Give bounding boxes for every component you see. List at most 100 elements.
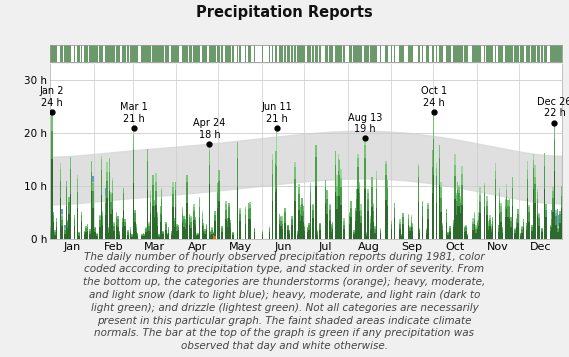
Bar <box>149 231 150 239</box>
Bar <box>427 219 429 239</box>
Bar <box>275 45 276 62</box>
Bar <box>442 230 443 239</box>
Bar <box>478 212 480 216</box>
Bar <box>419 230 420 233</box>
Bar <box>374 227 376 228</box>
Bar <box>356 198 357 211</box>
Bar <box>523 222 524 227</box>
Bar <box>450 232 451 239</box>
Bar <box>50 228 51 229</box>
Bar <box>340 169 342 178</box>
Bar <box>221 232 222 239</box>
Bar <box>269 229 270 232</box>
Bar <box>412 223 414 224</box>
Bar <box>405 45 406 62</box>
Bar <box>486 201 488 206</box>
Bar <box>144 45 146 62</box>
Bar <box>95 228 96 232</box>
Bar <box>195 225 196 239</box>
Bar <box>453 227 454 239</box>
Bar <box>460 203 461 213</box>
Bar <box>130 45 131 62</box>
Bar <box>446 213 447 222</box>
Bar <box>183 219 185 227</box>
Bar <box>92 182 93 183</box>
Bar <box>206 226 207 230</box>
Bar <box>291 225 293 239</box>
Bar <box>86 224 88 227</box>
Bar <box>275 165 276 192</box>
Bar <box>519 45 520 62</box>
Bar <box>185 219 186 220</box>
Bar <box>199 207 200 217</box>
Bar <box>269 232 270 239</box>
Bar <box>480 195 481 202</box>
Bar <box>99 227 101 239</box>
Bar <box>294 167 296 179</box>
Bar <box>70 169 71 194</box>
Bar <box>125 226 126 239</box>
Bar <box>102 45 104 62</box>
Bar <box>370 223 372 228</box>
Bar <box>354 221 356 239</box>
Bar <box>147 161 149 190</box>
Bar <box>284 208 286 212</box>
Bar <box>316 230 318 231</box>
Bar <box>105 188 106 195</box>
Bar <box>189 214 191 217</box>
Bar <box>237 142 238 157</box>
Bar <box>80 45 81 62</box>
Bar <box>110 194 112 202</box>
Bar <box>101 156 102 160</box>
Bar <box>120 45 122 62</box>
Bar <box>324 45 325 62</box>
Bar <box>559 211 561 213</box>
Bar <box>207 45 209 62</box>
Bar <box>454 199 456 239</box>
Bar <box>312 218 314 239</box>
Bar <box>272 154 273 160</box>
Bar <box>498 45 499 62</box>
Bar <box>315 186 316 239</box>
Bar <box>165 45 167 62</box>
Bar <box>433 45 435 62</box>
Bar <box>561 45 562 62</box>
Bar <box>245 215 246 223</box>
Bar <box>484 182 485 185</box>
Bar <box>172 195 174 207</box>
Bar <box>526 226 527 230</box>
Bar <box>154 200 155 206</box>
Bar <box>481 45 482 62</box>
Bar <box>558 226 559 228</box>
Bar <box>282 216 283 221</box>
Bar <box>144 235 146 236</box>
Bar <box>339 160 340 175</box>
Bar <box>294 45 296 62</box>
Bar <box>56 222 57 227</box>
Bar <box>440 212 442 239</box>
Bar <box>508 200 509 206</box>
Bar <box>412 45 414 62</box>
Bar <box>360 216 361 223</box>
Bar <box>106 45 108 62</box>
Bar <box>92 45 93 62</box>
Bar <box>131 237 133 239</box>
Bar <box>284 212 286 222</box>
Bar <box>108 227 109 229</box>
Bar <box>279 214 280 218</box>
Bar <box>436 203 438 239</box>
Bar <box>101 195 102 239</box>
Bar <box>343 45 345 62</box>
Bar <box>394 45 395 62</box>
Bar <box>540 45 541 62</box>
Bar <box>333 45 335 62</box>
Bar <box>196 235 197 236</box>
Bar <box>399 224 401 229</box>
Bar <box>301 198 303 203</box>
Bar <box>454 154 456 165</box>
Bar <box>346 45 348 62</box>
Bar <box>364 158 366 189</box>
Bar <box>127 232 129 235</box>
Bar <box>172 182 174 187</box>
Bar <box>488 226 489 230</box>
